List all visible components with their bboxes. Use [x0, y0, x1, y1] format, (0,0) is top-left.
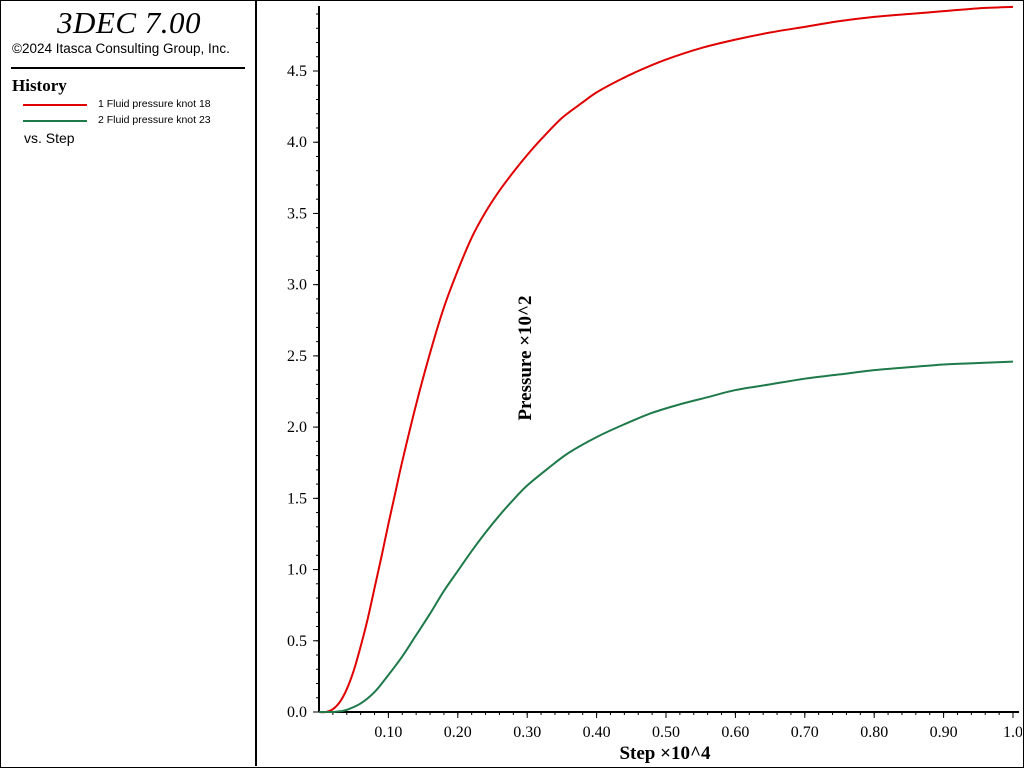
legend-line-green: [23, 120, 87, 122]
legend-panel: 3DEC 7.00 ©2024 Itasca Consulting Group,…: [1, 1, 257, 766]
y-tick-label: 2.0: [287, 419, 307, 436]
x-tick-label: 0.80: [860, 724, 888, 741]
y-tick-label: 0.0: [287, 704, 307, 721]
y-tick-label: 1.0: [287, 562, 307, 579]
legend-line-red: [23, 104, 87, 106]
y-tick-label: 0.5: [287, 633, 307, 650]
series-line-1: [318, 5, 1014, 714]
y-axis-label: Pressure ×10^2: [515, 295, 536, 420]
x-tick-label: 1.0: [1003, 724, 1022, 741]
axes: 0.0 0.5 1.0 1.5 2.0 2.5 3.0 3.5 4.0 4.5 0.10 0.20 0.…: [287, 6, 1022, 741]
x-tick-label: 0.20: [444, 724, 472, 741]
x-tick-label: 0.70: [791, 724, 819, 741]
series-group: [318, 5, 1014, 714]
app-title: 3DEC 7.00: [57, 5, 201, 40]
y-tick-label: 2.5: [287, 348, 307, 365]
y-tick-label: 1.5: [287, 490, 307, 507]
copyright-text: ©2024 Itasca Consulting Group, Inc.: [12, 41, 230, 56]
x-tick-label: 0.10: [374, 724, 402, 741]
history-heading: History: [12, 76, 67, 95]
x-tick-label: 0.50: [652, 724, 680, 741]
x-tick-label: 0.90: [930, 724, 958, 741]
y-tick-label: 4.5: [287, 63, 307, 80]
x-axis-label: Step ×10^4: [619, 743, 711, 764]
x-tick-label: 0.40: [583, 724, 611, 741]
y-tick-label: 3.0: [287, 277, 307, 294]
vs-step-label: vs. Step: [24, 130, 75, 146]
x-tick-label: 0.60: [721, 724, 749, 741]
y-tick-label: 3.5: [287, 205, 307, 222]
legend-label-2: 2 Fluid pressure knot 23: [98, 114, 211, 126]
series-line-2: [318, 360, 1014, 714]
y-tick-label: 4.0: [287, 134, 307, 151]
legend-label-1: 1 Fluid pressure knot 18: [98, 98, 211, 110]
panel-divider: [11, 67, 245, 69]
x-tick-label: 0.30: [513, 724, 541, 741]
plot-area: 0.0 0.5 1.0 1.5 2.0 2.5 3.0 3.5 4.0 4.5 0.10 0.20 0.…: [287, 5, 1022, 764]
